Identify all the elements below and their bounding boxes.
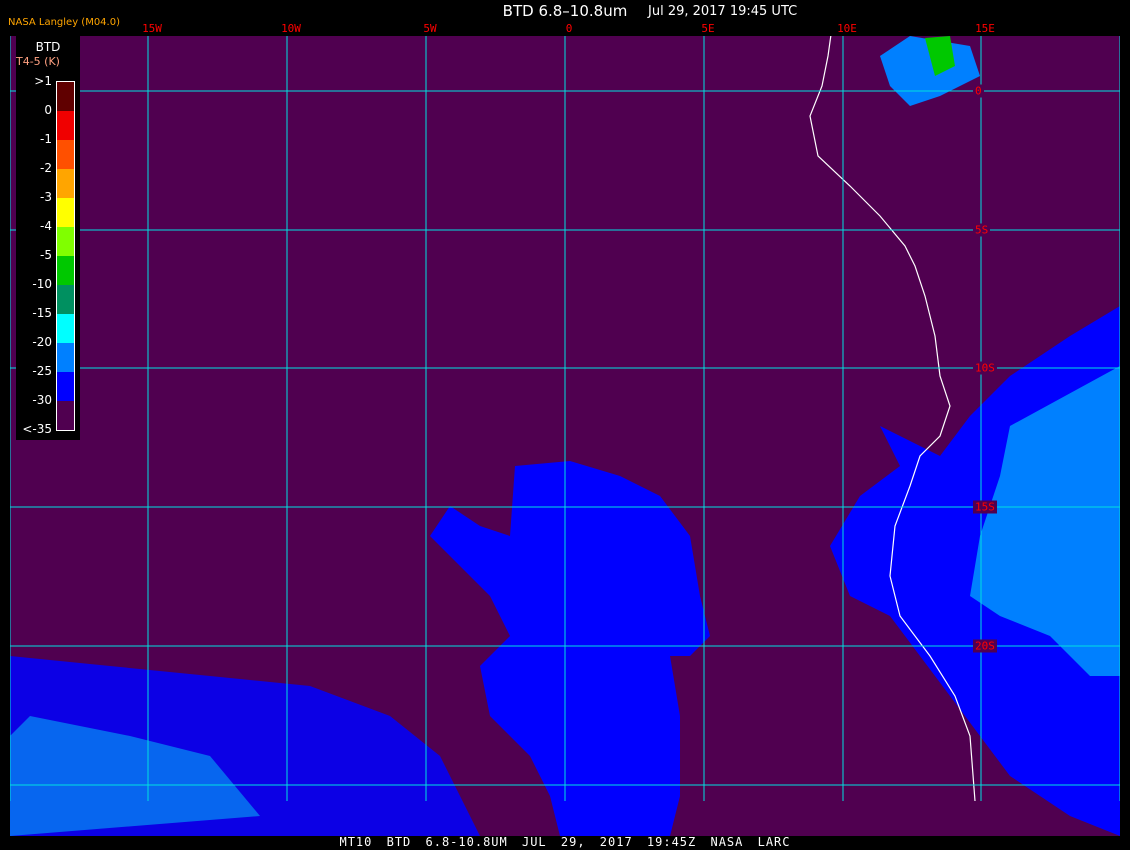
image-title: BTD 6.8–10.8um [502, 2, 628, 20]
latitude-label: 20S [973, 639, 997, 653]
colorbar-label: -25 [32, 364, 52, 378]
region-northeast-clouds [880, 36, 980, 106]
image-timestamp: Jul 29, 2017 19:45 UTC [648, 4, 798, 19]
colorbar-segment [57, 140, 74, 169]
colorbar-segment [57, 111, 74, 140]
region-southwest [10, 656, 480, 836]
colorbar-segment [57, 227, 74, 256]
colorbar-label: -4 [40, 219, 52, 233]
colorbar-label: -2 [40, 161, 52, 175]
colorbar-label: -15 [32, 306, 52, 320]
colorbar-label: >1 [34, 74, 52, 88]
moist-regions [10, 36, 1120, 836]
latitude-label: 0 [973, 84, 984, 98]
colorbar-segment [57, 401, 74, 430]
latitude-label: 5S [973, 223, 991, 237]
longitude-label: 10W [281, 22, 301, 35]
graticule [10, 36, 1120, 801]
colorbar-segment [57, 82, 74, 111]
color-legend: BTD T4-5 (K) >1 0 -1 -2 -3 -4 -5 -10 -15 -20 -25 -3… [16, 36, 80, 440]
colorbar-segment [57, 372, 74, 401]
latitude-label: 15S [973, 500, 997, 514]
longitude-label: 10E [837, 22, 857, 35]
legend-subtitle: T4-5 (K) [16, 55, 60, 68]
longitude-label: 15W [142, 22, 162, 35]
colorbar-label: -20 [32, 335, 52, 349]
colorbar-segment [57, 198, 74, 227]
colorbar-segment [57, 343, 74, 372]
colorbar-label: <-35 [22, 422, 52, 436]
longitude-label: 5E [701, 22, 715, 35]
longitude-label: 15E [975, 22, 995, 35]
colorbar-label: -3 [40, 190, 52, 204]
region-central-blob [430, 461, 710, 836]
colorbar [56, 81, 75, 431]
satellite-map [10, 36, 1120, 836]
longitude-label: 5W [423, 22, 437, 35]
colorbar-label: 0 [44, 103, 52, 117]
colorbar-label: -5 [40, 248, 52, 262]
colorbar-segment [57, 314, 74, 343]
colorbar-segment [57, 169, 74, 198]
region-southwest-cyan [10, 716, 260, 836]
region-northeast-green [925, 36, 955, 76]
legend-title: BTD [35, 40, 61, 54]
colorbar-label: -1 [40, 132, 52, 146]
footer-caption: MT10 BTD 6.8-10.8UM JUL 29, 2017 19:45Z … [339, 835, 791, 849]
colorbar-label: -30 [32, 393, 52, 407]
colorbar-segment [57, 285, 74, 314]
region-east-light [970, 366, 1120, 676]
coastline [809, 36, 976, 802]
longitude-label: 0 [565, 22, 573, 35]
colorbar-segment [57, 256, 74, 285]
latitude-label: 10S [973, 361, 997, 375]
producer-label: NASA Langley (M04.0) [8, 17, 120, 28]
colorbar-label: -10 [32, 277, 52, 291]
